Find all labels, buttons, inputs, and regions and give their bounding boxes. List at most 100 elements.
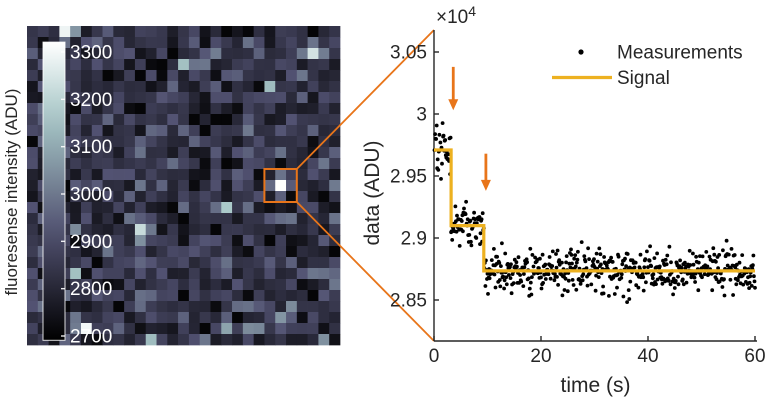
measurement-dot: [489, 258, 494, 262]
measurement-dot: [464, 199, 468, 204]
heatmap-cell: [156, 246, 168, 258]
heatmap-cell: [307, 125, 319, 137]
measurement-dot: [440, 161, 444, 166]
heatmap-cell: [199, 323, 211, 335]
measurement-dot: [462, 206, 466, 211]
heatmap-cell: [167, 92, 179, 104]
heatmap-cell: [102, 202, 114, 214]
measurement-dot: [714, 259, 718, 264]
measurement-dot: [439, 177, 443, 181]
heatmap-cell: [232, 114, 244, 126]
heatmap-cell: [134, 279, 147, 291]
measurement-dot: [610, 260, 615, 264]
heatmap-cell: [91, 48, 103, 60]
heatmap-cell: [286, 257, 298, 269]
heatmap-cell: [113, 224, 125, 236]
heatmap-cell: [70, 103, 82, 115]
heatmap-cell: [275, 92, 287, 104]
measurement-dot: [509, 291, 514, 296]
heatmap-cell: [70, 191, 82, 203]
heatmap-cell: [318, 81, 330, 93]
measurement-dot: [501, 274, 505, 279]
heatmap-cell: [167, 268, 179, 280]
measurement-dot: [521, 284, 526, 288]
heatmap-cell: [156, 312, 168, 324]
heatmap-cell: [70, 334, 82, 346]
heatmap-cell: [188, 48, 201, 60]
measurement-dot: [691, 251, 695, 256]
measurement-dot: [467, 233, 472, 237]
heatmap-cell: [91, 279, 103, 291]
heatmap-cell: [156, 202, 168, 214]
heatmap-cell: [156, 334, 168, 346]
heatmap-cell: [27, 125, 39, 137]
heatmap-cell: [134, 59, 147, 71]
heatmap-cell: [264, 147, 276, 159]
heatmap-cell: [156, 26, 168, 38]
measurement-dot: [539, 286, 544, 291]
heatmap-cell: [188, 312, 201, 324]
heatmap-cell: [210, 136, 222, 148]
heatmap-cell: [210, 257, 222, 269]
heatmap-cell: [80, 312, 93, 324]
heatmap-cell: [307, 26, 319, 38]
heatmap-cell: [188, 224, 201, 236]
heatmap-cell: [145, 70, 157, 82]
heatmap-cell: [264, 169, 276, 181]
heatmap-cell: [113, 92, 125, 104]
heatmap-cell: [156, 158, 168, 170]
heatmap-cell: [70, 59, 82, 71]
heatmap-cell: [167, 202, 179, 214]
heatmap-cell: [134, 268, 147, 280]
heatmap-cell: [296, 136, 308, 148]
heatmap-cell: [296, 37, 308, 49]
heatmap-cell: [232, 213, 244, 225]
measurement-dot: [668, 282, 673, 287]
measurement-dot: [543, 277, 548, 281]
heatmap-cell: [113, 202, 125, 214]
measurement-dot: [607, 294, 611, 298]
heatmap-cell: [286, 290, 298, 302]
heatmap-cell: [134, 257, 147, 269]
heatmap-cell: [253, 59, 265, 71]
heatmap-cell: [307, 114, 319, 126]
heatmap-cell: [318, 147, 330, 159]
heatmap-cell: [102, 92, 114, 104]
heatmap-cell: [37, 26, 49, 38]
heatmap-cell: [91, 26, 103, 38]
heatmap-cell: [124, 114, 136, 126]
heatmap-cell: [221, 312, 233, 324]
heatmap-cell: [253, 213, 265, 225]
measurement-dot: [451, 226, 456, 231]
heatmap-cell: [210, 224, 222, 236]
measurement-dot: [469, 239, 473, 244]
y-tick-labels: 2.85 2.9 2.95 3 3.05: [390, 43, 427, 312]
heatmap-cell: [199, 235, 211, 247]
measurement-dot: [514, 260, 519, 265]
heatmap-cell: [178, 103, 190, 115]
heatmap-cell: [242, 213, 254, 225]
heatmap-cell: [113, 334, 125, 346]
colorbar-bar: [42, 41, 66, 341]
heatmap-cell: [80, 213, 93, 225]
heatmap-cell: [124, 235, 136, 247]
heatmap-cell: [296, 334, 308, 346]
heatmap-cell: [188, 70, 201, 82]
heatmap-cell: [242, 279, 254, 291]
heatmap-cell: [286, 158, 298, 170]
heatmap-cell: [27, 70, 39, 82]
heatmap-cell: [70, 246, 82, 258]
x-tick-marks: [433, 336, 756, 341]
measurement-dot: [693, 280, 697, 284]
heatmap-cell: [264, 180, 276, 192]
heatmap-cell: [188, 37, 201, 49]
heatmap-cell: [124, 169, 136, 181]
heatmap-cell: [80, 246, 93, 258]
heatmap-cell: [91, 323, 103, 335]
heatmap-cell: [286, 136, 298, 148]
heatmap-cell: [134, 169, 147, 181]
heatmap-cell: [70, 268, 82, 280]
heatmap-cell: [145, 202, 157, 214]
heatmap-cell: [242, 169, 254, 181]
measurement-dot: [753, 285, 757, 290]
